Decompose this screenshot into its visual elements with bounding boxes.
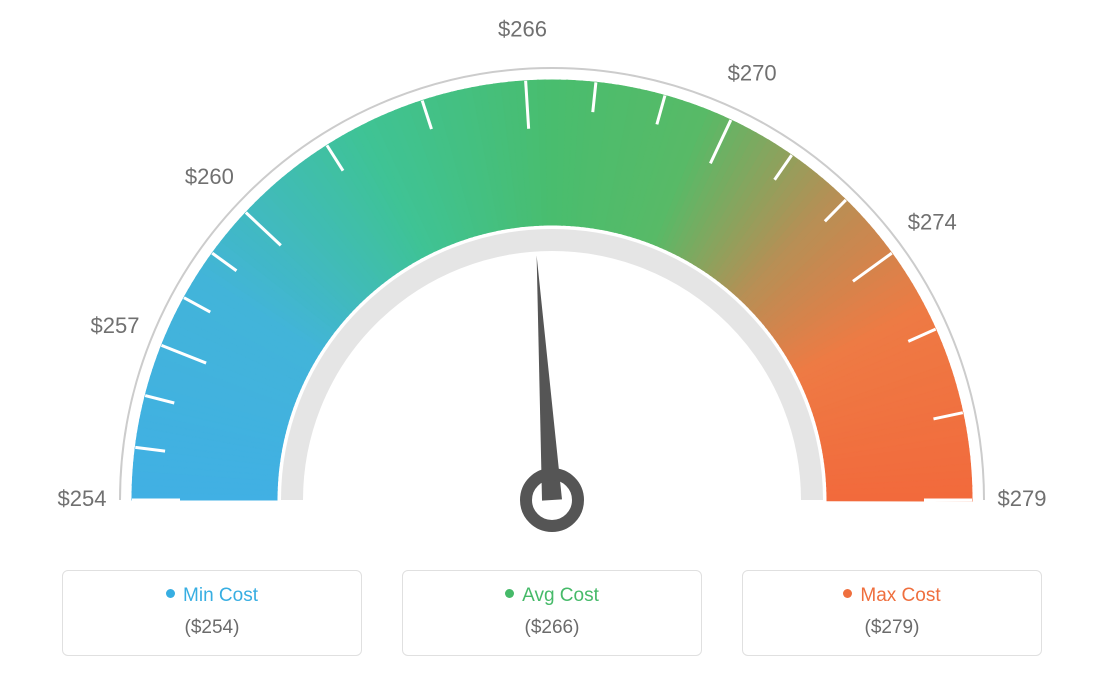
legend-value-max: ($279) xyxy=(753,617,1031,639)
legend-title-max: Max Cost xyxy=(753,585,1031,607)
gauge-chart: $254 $257 $260 $266 $270 $274 $279 xyxy=(0,0,1104,560)
tick-label: $270 xyxy=(728,61,777,86)
legend-value-avg: ($266) xyxy=(413,617,691,639)
tick-label: $254 xyxy=(58,486,107,511)
tick-label: $279 xyxy=(998,486,1047,511)
legend-title-min: Min Cost xyxy=(73,585,351,607)
legend-card-avg: Avg Cost ($266) xyxy=(402,570,702,656)
tick-label: $266 xyxy=(498,17,547,42)
legend-card-min: Min Cost ($254) xyxy=(62,570,362,656)
legend-row: Min Cost ($254) Avg Cost ($266) Max Cost… xyxy=(0,570,1104,656)
tick-label: $260 xyxy=(185,164,234,189)
legend-card-max: Max Cost ($279) xyxy=(742,570,1042,656)
legend-value-min: ($254) xyxy=(73,617,351,639)
legend-title-avg: Avg Cost xyxy=(413,585,691,607)
tick-label: $257 xyxy=(91,313,140,338)
gauge-svg: $254 $257 $260 $266 $270 $274 $279 xyxy=(0,0,1104,560)
tick-label: $274 xyxy=(908,210,957,235)
gauge-needle xyxy=(537,255,562,500)
